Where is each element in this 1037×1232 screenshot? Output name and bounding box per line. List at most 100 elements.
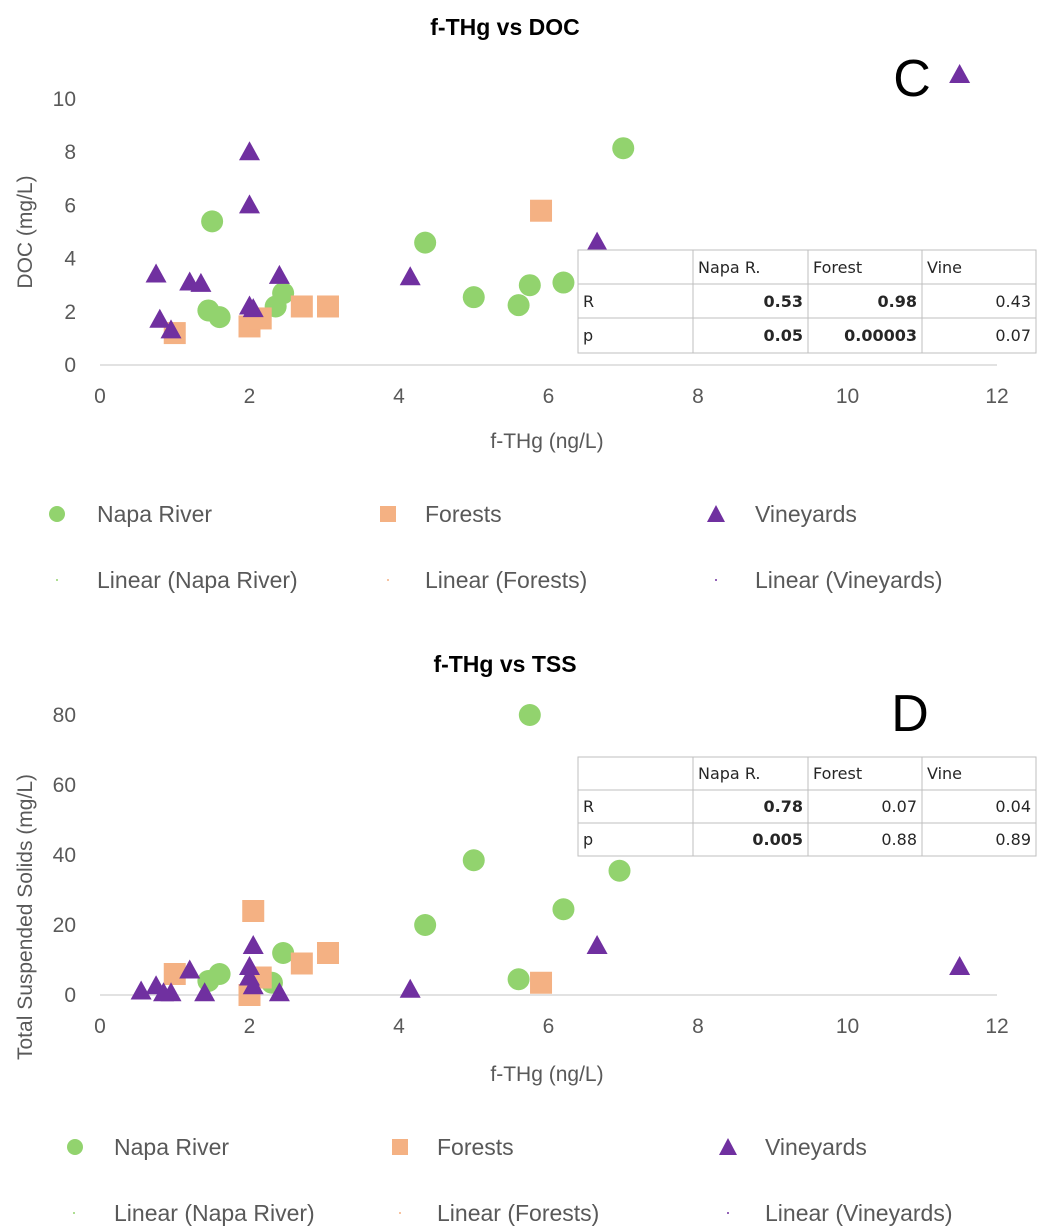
stats-table-bg bbox=[577, 249, 1037, 354]
legend-label-forests: Forests bbox=[437, 1134, 514, 1160]
point-napa-river bbox=[518, 704, 541, 726]
stats-table-doc: Napa R. Forest Vine R 0.53 0.98 0.43 p 0… bbox=[577, 249, 1037, 354]
point-forests bbox=[290, 952, 313, 975]
table-cell-p-vine: 0.07 bbox=[995, 326, 1031, 345]
point-napa-river bbox=[612, 137, 635, 160]
table-cell-r-forest: 0.07 bbox=[881, 797, 917, 816]
legend-marker-napa bbox=[67, 1139, 83, 1155]
point-vineyards bbox=[160, 982, 182, 1002]
x-tick-label: 2 bbox=[244, 1015, 256, 1038]
x-tick-label: 8 bbox=[692, 385, 704, 408]
point-napa-river bbox=[272, 282, 295, 305]
legend-label-lin-napa: Linear (Napa River) bbox=[97, 567, 298, 593]
legend-label-lin-forests: Linear (Forests) bbox=[425, 567, 587, 593]
legend-doc: Napa River Forests Vineyards Linear (Nap… bbox=[49, 501, 943, 593]
point-vineyards bbox=[242, 935, 264, 954]
table-cell-r-vine: 0.43 bbox=[995, 292, 1031, 311]
stats-table-bg bbox=[577, 756, 1037, 857]
point-napa-river bbox=[414, 914, 437, 936]
point-vineyards bbox=[160, 319, 182, 339]
y-tick-label: 10 bbox=[53, 88, 76, 111]
point-napa-river bbox=[462, 849, 485, 872]
point-napa-river bbox=[507, 968, 530, 991]
x-tick-label: 12 bbox=[985, 1015, 1008, 1038]
point-napa-river bbox=[552, 898, 575, 921]
point-vineyards bbox=[242, 298, 264, 318]
point-vineyards bbox=[586, 231, 608, 251]
table-header-vine: Vine bbox=[927, 258, 962, 277]
point-vineyards bbox=[399, 266, 421, 286]
legend-marker-vineyards bbox=[707, 505, 725, 522]
point-vineyards bbox=[239, 141, 260, 161]
table-cell-p-vine: 0.89 bbox=[995, 830, 1031, 849]
stats-table-tss: Napa R. Forest Vine R 0.78 0.07 0.04 p 0… bbox=[577, 756, 1037, 857]
y-axis-label-doc: DOC (mg/L) bbox=[14, 175, 37, 288]
y-tick-label: 40 bbox=[53, 844, 76, 867]
point-napa-river bbox=[208, 306, 231, 329]
legend-marker-napa bbox=[49, 506, 65, 522]
y-tick-label: 80 bbox=[53, 704, 76, 727]
point-vineyards bbox=[949, 956, 971, 975]
point-napa-river bbox=[414, 231, 437, 254]
point-vineyards bbox=[239, 194, 260, 214]
legend-tss: Napa River Forests Vineyards Linear (Nap… bbox=[67, 1134, 953, 1226]
x-tick-label: 12 bbox=[985, 385, 1008, 408]
panel-label-c: C bbox=[893, 50, 931, 108]
x-tick-label: 10 bbox=[836, 385, 859, 408]
y-axis-label-tss: Total Suspended Solids (mg/L) bbox=[14, 774, 37, 1060]
y-tick-label: 8 bbox=[64, 141, 76, 164]
table-row-label-r: R bbox=[583, 797, 594, 816]
y-tick-label: 2 bbox=[64, 301, 76, 324]
table-row-label-p: p bbox=[583, 326, 593, 345]
table-header-vine: Vine bbox=[927, 764, 962, 783]
point-napa-river bbox=[507, 294, 530, 317]
legend-label-vineyards: Vineyards bbox=[755, 501, 857, 527]
table-row-label-r: R bbox=[583, 292, 594, 311]
table-header-forest: Forest bbox=[813, 764, 862, 783]
chart-doc: f-THg vs DOC C DOC (mg/L) f-THg (ng/L) 0… bbox=[14, 14, 1037, 593]
x-tick-label: 2 bbox=[244, 385, 256, 408]
legend-marker-vineyards bbox=[719, 1138, 737, 1155]
point-forests bbox=[163, 963, 186, 985]
table-header-forest: Forest bbox=[813, 258, 862, 277]
point-vineyards bbox=[268, 264, 290, 284]
point-vineyards bbox=[190, 272, 212, 292]
y-tick-label: 20 bbox=[53, 914, 76, 937]
point-forests bbox=[316, 942, 339, 964]
point-vineyards bbox=[145, 263, 167, 283]
point-forests bbox=[242, 900, 265, 922]
x-tick-label: 0 bbox=[94, 1015, 106, 1038]
x-tick-label: 6 bbox=[543, 1015, 555, 1038]
table-header-napa: Napa R. bbox=[698, 258, 760, 277]
legend-label-lin-napa: Linear (Napa River) bbox=[114, 1200, 315, 1226]
y-tick-label: 4 bbox=[64, 248, 76, 271]
point-vineyards bbox=[399, 978, 421, 998]
legend-label-forests: Forests bbox=[425, 501, 502, 527]
point-napa-river bbox=[208, 963, 231, 985]
chart-tss: f-THg vs TSS D Total Suspended Solids (m… bbox=[14, 651, 1037, 1226]
point-napa-river bbox=[608, 859, 631, 882]
point-vineyards bbox=[949, 64, 971, 84]
table-cell-r-napa: 0.78 bbox=[764, 797, 803, 816]
point-napa-river bbox=[518, 274, 541, 297]
legend-marker-forests bbox=[380, 506, 396, 522]
x-axis-label-tss: f-THg (ng/L) bbox=[490, 1063, 603, 1086]
point-forests bbox=[316, 295, 339, 318]
table-cell-p-napa: 0.005 bbox=[752, 830, 803, 849]
x-tick-label: 10 bbox=[836, 1015, 859, 1038]
point-napa-river bbox=[462, 286, 485, 309]
table-cell-p-napa: 0.05 bbox=[764, 326, 803, 345]
point-napa-river bbox=[272, 942, 295, 964]
table-header-napa: Napa R. bbox=[698, 764, 760, 783]
point-napa-river bbox=[201, 210, 224, 233]
legend-label-lin-forests: Linear (Forests) bbox=[437, 1200, 599, 1226]
point-vineyards bbox=[179, 959, 201, 979]
legend-label-vineyards: Vineyards bbox=[765, 1134, 867, 1160]
y-tick-label: 60 bbox=[53, 774, 76, 797]
table-row-label-p: p bbox=[583, 830, 593, 849]
plot-area-doc: 0 2 4 6 8 10 12 0 2 4 6 8 10 bbox=[53, 64, 1009, 408]
point-forests bbox=[530, 199, 553, 222]
legend-label-lin-vineyards: Linear (Vineyards) bbox=[755, 567, 943, 593]
x-tick-label: 4 bbox=[393, 385, 405, 408]
